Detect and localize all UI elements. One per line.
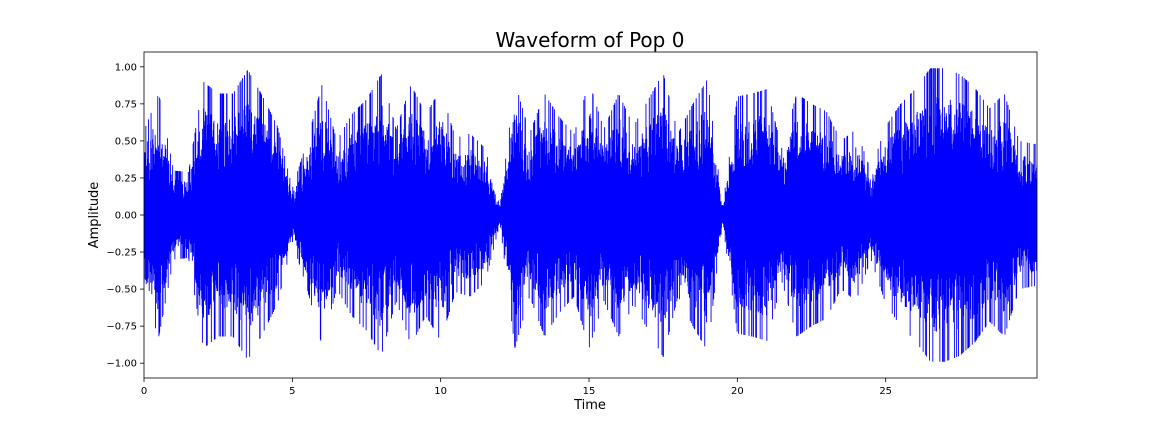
y-tick-label: −1.00 [106,359,137,370]
waveform-core [144,173,1037,257]
x-tick-label: 15 [583,386,596,397]
x-axis: 0 5 10 15 20 25 [141,378,892,397]
x-tick-label: 0 [141,386,147,397]
y-tick-label: −0.75 [106,322,137,333]
y-tick-label: 0.00 [115,211,137,222]
y-axis: 1.00 0.75 0.50 0.25 0.00 −0.25 −0.50 −0.75 −1.00 [106,62,144,370]
x-tick-label: 10 [434,386,447,397]
x-tick-label: 5 [289,386,295,397]
x-tick-label: 25 [879,386,892,397]
x-axis-label: Time [573,398,606,413]
y-tick-label: −0.25 [106,248,137,259]
y-tick-label: 1.00 [115,62,137,73]
y-axis-label: Amplitude [87,182,102,249]
chart-title: Waveform of Pop 0 [496,28,685,52]
x-tick-label: 20 [731,386,744,397]
y-tick-label: 0.50 [115,136,137,147]
y-tick-label: 0.25 [115,173,137,184]
y-tick-label: 0.75 [115,99,137,110]
plot-area [143,51,1038,379]
waveform-series [144,68,1037,362]
y-tick-label: −0.50 [106,285,137,296]
